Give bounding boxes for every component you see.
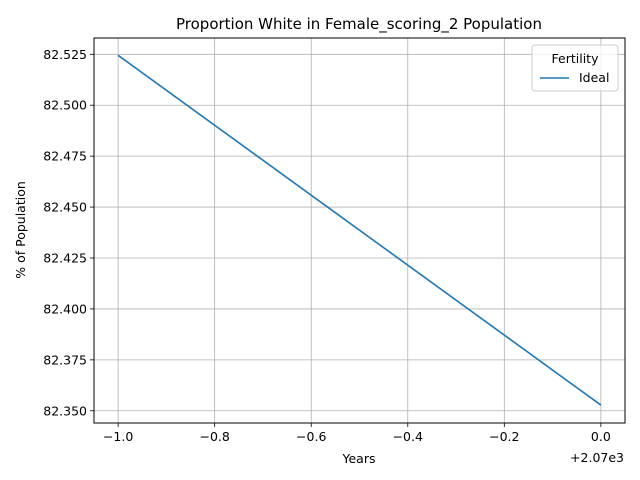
legend-label-ideal: Ideal — [579, 70, 609, 85]
grid-lines — [94, 38, 625, 423]
x-axis-offset-label: +2.07e3 — [570, 450, 624, 465]
axis-ticks: −1.0 −0.8 −0.6 −0.4 −0.2 0.0 82.350 82.375 82.40… — [43, 47, 611, 444]
chart-title: Proportion White in Female_scoring_2 Pop… — [176, 15, 542, 34]
y-tick-label: 82.450 — [43, 200, 87, 215]
x-tick-label: −0.6 — [296, 429, 326, 444]
y-tick-label: 82.425 — [43, 251, 87, 266]
legend-box — [531, 44, 619, 92]
x-axis-label: Years — [342, 451, 376, 466]
legend-title: Fertility — [552, 51, 600, 66]
x-tick-label: −1.0 — [103, 429, 133, 444]
x-tick-label: −0.2 — [489, 429, 519, 444]
y-tick-label: 82.400 — [43, 301, 87, 316]
y-axis-label: % of Population — [13, 181, 28, 279]
x-tick-label: −0.4 — [393, 429, 423, 444]
x-tick-label: 0.0 — [591, 429, 611, 444]
legend: Fertility Ideal — [531, 44, 619, 92]
plot-frame — [93, 37, 626, 424]
y-tick-label: 82.375 — [43, 352, 87, 367]
x-tick-label: −0.8 — [200, 429, 230, 444]
series-line-ideal — [117, 54, 602, 406]
y-tick-label: 82.525 — [43, 47, 87, 62]
y-tick-label: 82.350 — [43, 403, 87, 418]
y-tick-label: 82.475 — [43, 149, 87, 164]
y-tick-label: 82.500 — [43, 98, 87, 113]
series-layer — [117, 54, 602, 406]
